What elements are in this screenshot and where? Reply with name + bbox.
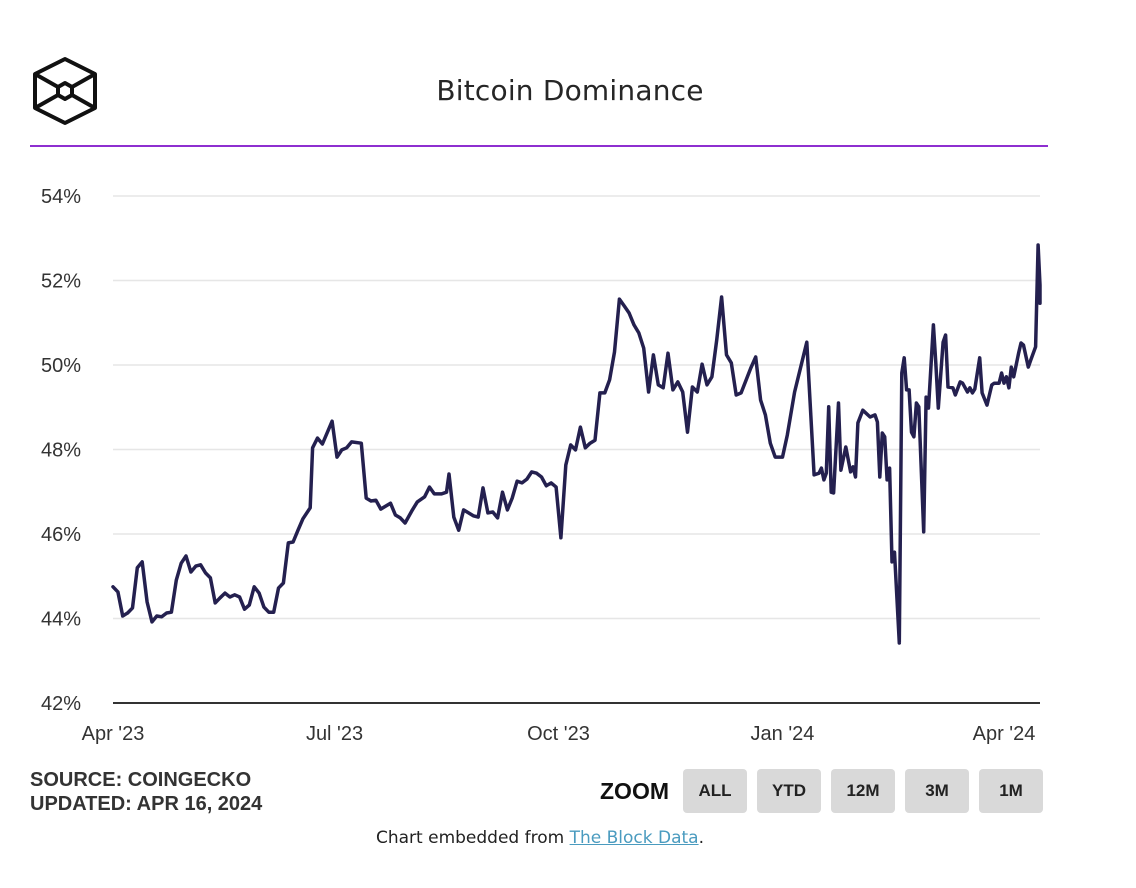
zoom-ytd-button[interactable]: YTD [757,769,821,813]
y-axis-tick-labels: 42% 44% 46% 48% 50% 52% 54% [41,186,81,715]
title-divider [30,145,1048,147]
zoom-3m-button[interactable]: 3M [905,769,969,813]
y-tick-label: 44% [41,609,81,631]
y-tick-label: 42% [41,693,81,715]
embed-credit-suffix: . [698,828,704,848]
zoom-controls: ZOOM ALL YTD 12M 3M 1M [600,769,1053,813]
y-tick-label: 50% [41,355,81,377]
series-line-bitcoin-dominance [111,243,1042,645]
line-chart: 42% 44% 46% 48% 50% 52% 54% Apr '23 Jul '23 Oct … [0,160,1136,760]
y-tick-label: 54% [41,186,81,208]
embed-credit-prefix: Chart embedded from [376,828,570,848]
chart-title: Bitcoin Dominance [436,74,704,107]
zoom-label: ZOOM [600,777,669,804]
x-tick-label: Jan '24 [751,723,815,745]
x-tick-label: Oct '23 [527,723,590,745]
x-tick-label: Apr '24 [973,723,1036,745]
x-tick-label: Apr '23 [82,723,145,745]
x-axis-tick-labels: Apr '23 Jul '23 Oct '23 Jan '24 Apr '24 [82,723,1036,745]
zoom-all-button[interactable]: ALL [683,769,747,813]
y-tick-label: 52% [41,271,81,293]
y-tick-label: 48% [41,440,81,462]
source-info: SOURCE: COINGECKO UPDATED: APR 16, 2024 [30,768,262,816]
the-block-logo-icon [33,57,97,125]
embed-credit: Chart embedded from The Block Data. [0,828,1080,848]
y-tick-label: 46% [41,524,81,546]
zoom-1m-button[interactable]: 1M [979,769,1043,813]
updated-label: UPDATED: APR 16, 2024 [30,793,263,815]
x-tick-label: Jul '23 [306,723,363,745]
the-block-data-link[interactable]: The Block Data [569,828,699,848]
source-label: SOURCE: COINGECKO [30,769,252,791]
chart-svg: 42% 44% 46% 48% 50% 52% 54% Apr '23 Jul '23 Oct … [41,186,1042,745]
zoom-12m-button[interactable]: 12M [831,769,895,813]
